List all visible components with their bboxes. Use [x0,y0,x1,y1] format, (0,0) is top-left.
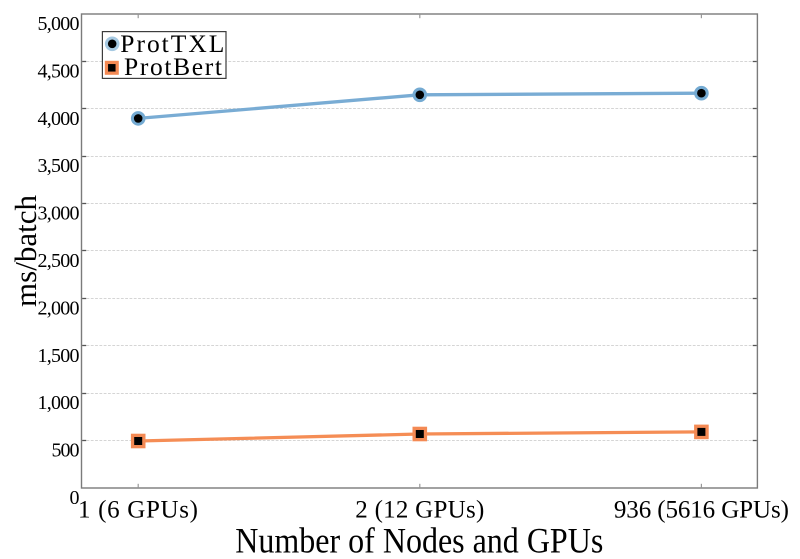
svg-text:2 (12 GPUs): 2 (12 GPUs) [355,497,484,524]
svg-text:1 (6 GPUs): 1 (6 GPUs) [78,497,198,524]
svg-text:4,500: 4,500 [38,60,80,82]
svg-text:4,000: 4,000 [38,108,80,130]
svg-text:500: 500 [52,440,80,462]
svg-text:2,000: 2,000 [38,297,80,319]
svg-text:ProtBert: ProtBert [124,52,222,81]
svg-text:2,500: 2,500 [38,250,80,272]
svg-text:936 (5616 GPUs): 936 (5616 GPUs) [614,497,789,524]
svg-text:0: 0 [70,487,80,509]
svg-text:3,000: 3,000 [38,203,80,225]
svg-text:1,000: 1,000 [38,392,80,414]
svg-text:ms/batch: ms/batch [8,195,43,307]
svg-text:Number of Nodes and GPUs: Number of Nodes and GPUs [235,521,603,559]
svg-text:3,500: 3,500 [38,155,80,177]
svg-text:5,000: 5,000 [38,13,80,35]
svg-text:1,500: 1,500 [38,345,80,367]
